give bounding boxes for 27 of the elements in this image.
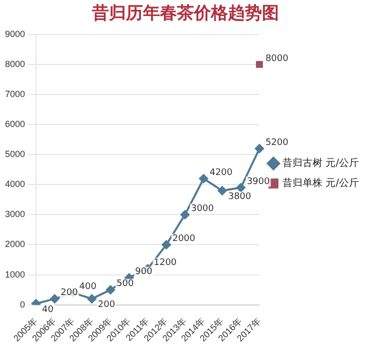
y-tick-label: 9000 <box>4 28 26 39</box>
data-label: 5200 <box>265 138 289 148</box>
y-tick-label: 3000 <box>4 209 26 220</box>
data-label: 400 <box>79 282 97 292</box>
data-label: 200 <box>60 288 78 298</box>
data-label: 4200 <box>210 168 233 178</box>
data-label: 500 <box>116 279 134 290</box>
y-tick-label: 2000 <box>4 239 26 250</box>
y-tick-label: 0 <box>20 299 26 310</box>
data-label: 2000 <box>172 234 196 244</box>
data-label: 40 <box>42 304 54 315</box>
legend-label: 昔归单株 元/公斤 <box>282 177 360 190</box>
data-label: 3800 <box>228 192 252 202</box>
y-tick-label: 1000 <box>4 269 26 280</box>
data-label: 8000 <box>265 54 289 64</box>
legend-label: 昔归古树 元/公斤 <box>282 157 360 170</box>
data-label: 900 <box>135 267 153 278</box>
y-tick-label: 7000 <box>4 88 26 99</box>
chart-title: 昔归历年春茶价格趋势图 <box>91 4 279 24</box>
data-label: 3000 <box>190 204 214 214</box>
data-label: 1200 <box>154 258 177 268</box>
y-tick-label: 6000 <box>4 119 26 130</box>
y-tick-label: 8000 <box>4 58 26 69</box>
data-label: 200 <box>98 300 116 310</box>
y-tick-label: 5000 <box>4 149 26 160</box>
y-tick-label: 4000 <box>4 179 26 190</box>
data-label: 3900 <box>246 176 270 187</box>
